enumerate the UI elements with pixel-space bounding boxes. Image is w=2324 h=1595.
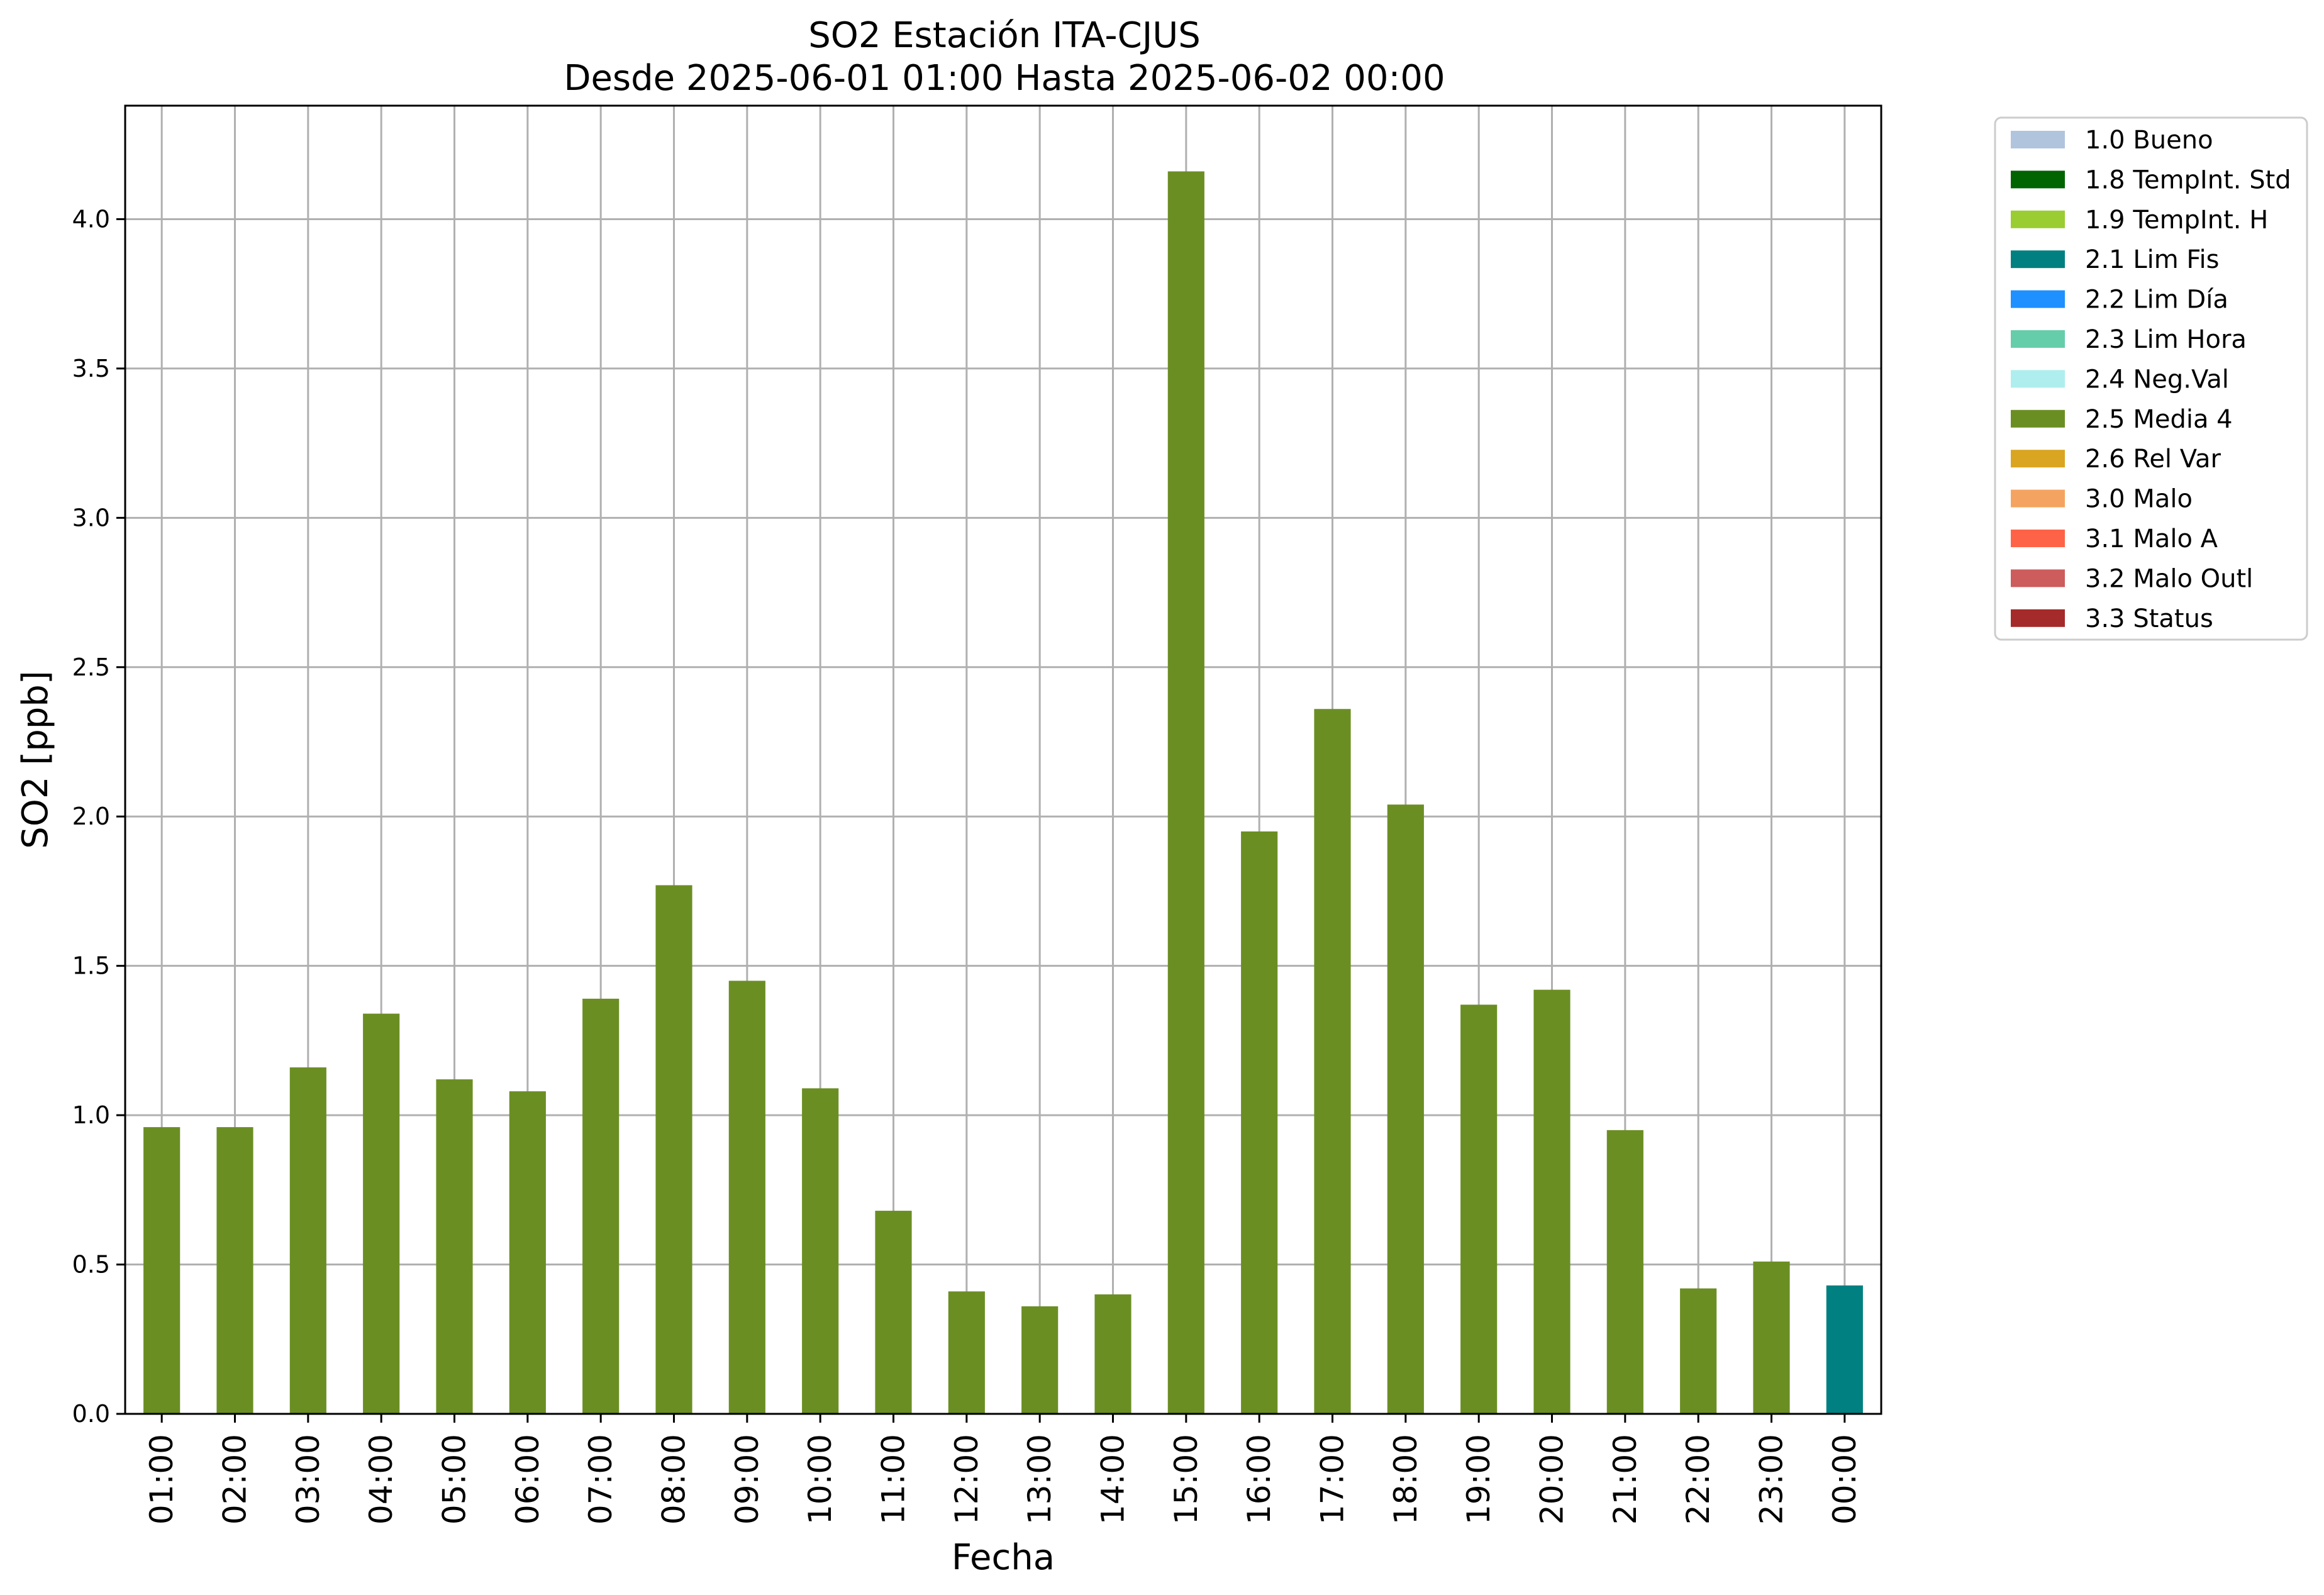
y-tick-label: 0.5 — [72, 1251, 110, 1279]
legend-swatch — [2011, 609, 2065, 627]
bar-0700 — [582, 998, 620, 1414]
bar-0100 — [143, 1127, 181, 1414]
x-tick-label: 22:00 — [1680, 1434, 1716, 1525]
legend-swatch — [2011, 370, 2065, 388]
x-tick-label: 06:00 — [509, 1434, 546, 1525]
legend-swatch — [2011, 290, 2065, 308]
bar-0000 — [1826, 1285, 1863, 1414]
y-tick-label: 3.5 — [72, 355, 110, 382]
bar-1100 — [875, 1211, 912, 1414]
legend-swatch — [2011, 409, 2065, 428]
legend-swatch — [2011, 131, 2065, 148]
legend-swatch — [2011, 210, 2065, 228]
bar-0200 — [216, 1127, 253, 1414]
x-tick-label: 17:00 — [1315, 1434, 1351, 1525]
legend-label: 2.6 Rel Var — [2085, 445, 2221, 474]
x-tick-label: 18:00 — [1387, 1434, 1424, 1525]
bar-1300 — [1021, 1306, 1059, 1414]
legend-swatch — [2011, 489, 2065, 508]
x-axis-ticks: 01:00 02:00 03:00 04:00 05:00 06:00 07:00 08:00… — [143, 1414, 1863, 1525]
legend-label: 2.2 Lim Día — [2085, 286, 2228, 314]
x-tick-label: 20:00 — [1534, 1434, 1571, 1525]
legend-swatch — [2011, 530, 2065, 547]
plot-frame — [124, 104, 1882, 1415]
bar-1000 — [802, 1088, 839, 1414]
legend-label: 2.3 Lim Hora — [2085, 325, 2247, 354]
bar-1500 — [1167, 171, 1204, 1414]
x-tick-label: 12:00 — [948, 1434, 985, 1525]
x-tick-label: 00:00 — [1826, 1434, 1863, 1525]
bar-0400 — [363, 1013, 400, 1414]
y-tick-label: 2.5 — [72, 653, 110, 681]
x-tick-label: 15:00 — [1168, 1434, 1204, 1525]
x-tick-label: 05:00 — [436, 1434, 473, 1525]
legend-swatch — [2011, 569, 2065, 587]
x-tick-label: 19:00 — [1460, 1434, 1497, 1525]
legend-box — [1994, 116, 2308, 641]
bar-0300 — [289, 1067, 326, 1414]
x-tick-label: 13:00 — [1021, 1434, 1058, 1525]
y-tick-label: 3.0 — [72, 504, 110, 531]
legend-swatch — [2011, 450, 2065, 468]
x-tick-label: 07:00 — [582, 1434, 619, 1525]
bar-0800 — [655, 885, 692, 1414]
legend-swatch — [2011, 330, 2065, 348]
x-tick-label: 04:00 — [363, 1434, 399, 1525]
bar-1800 — [1387, 804, 1424, 1414]
legend-label: 2.5 Media 4 — [2085, 405, 2233, 434]
legend-label: 1.9 TempInt. H — [2085, 206, 2268, 235]
bar-2100 — [1606, 1130, 1643, 1414]
legend: 1.0 Bueno 1.8 TempInt. Std 1.9 TempInt. H 2… — [1994, 116, 2308, 641]
x-tick-label: 10:00 — [802, 1434, 838, 1525]
y-tick-label: 4.0 — [72, 205, 110, 233]
y-tick-label: 1.5 — [72, 952, 110, 980]
x-tick-label: 08:00 — [656, 1434, 692, 1525]
x-tick-label: 14:00 — [1095, 1434, 1131, 1525]
legend-label: 2.4 Neg.Val — [2085, 365, 2229, 394]
bar-0900 — [728, 981, 765, 1414]
bar-0500 — [436, 1079, 473, 1414]
bar-1400 — [1094, 1294, 1131, 1414]
x-tick-label: 01:00 — [143, 1434, 180, 1525]
bar-1900 — [1460, 1004, 1498, 1414]
legend-label: 3.1 Malo A — [2085, 525, 2218, 553]
chart-title: SO2 Estación ITA-CJUS — [808, 15, 1201, 56]
bar-1600 — [1241, 831, 1278, 1414]
bars-group — [143, 171, 1863, 1414]
bar-0600 — [509, 1091, 546, 1414]
legend-swatch — [2011, 170, 2065, 189]
x-tick-label: 03:00 — [290, 1434, 326, 1525]
y-tick-label: 2.0 — [72, 803, 110, 830]
bar-1700 — [1314, 709, 1351, 1414]
legend-swatch — [2011, 250, 2065, 269]
x-tick-label: 09:00 — [729, 1434, 765, 1525]
x-tick-label: 21:00 — [1607, 1434, 1643, 1525]
legend-label: 3.3 Status — [2085, 604, 2213, 633]
chart-subtitle: Desde 2025-06-01 01:00 Hasta 2025-06-02 … — [564, 58, 1445, 99]
x-tick-label: 16:00 — [1241, 1434, 1277, 1525]
x-tick-label: 11:00 — [876, 1434, 912, 1525]
bar-2000 — [1533, 989, 1571, 1414]
y-axis-ticks: 0.0 0.5 1.0 1.5 2.0 2.5 3.0 3.5 4.0 — [72, 205, 125, 1428]
legend-label: 1.8 TempInt. Std — [2085, 165, 2291, 194]
bar-1200 — [948, 1291, 985, 1414]
x-tick-label: 23:00 — [1754, 1434, 1790, 1525]
bar-2200 — [1680, 1288, 1717, 1414]
y-tick-label: 0.0 — [72, 1400, 110, 1428]
x-tick-label: 02:00 — [217, 1434, 253, 1525]
x-axis-label: Fecha — [952, 1537, 1055, 1578]
bar-2300 — [1753, 1261, 1790, 1414]
legend-label: 3.2 Malo Outl — [2085, 564, 2253, 593]
legend-label: 2.1 Lim Fis — [2085, 245, 2219, 274]
y-tick-label: 1.0 — [72, 1101, 110, 1129]
legend-label: 1.0 Bueno — [2085, 126, 2213, 155]
legend-label: 3.0 Malo — [2085, 485, 2193, 514]
y-axis-label: SO2 [ppb] — [15, 670, 56, 848]
